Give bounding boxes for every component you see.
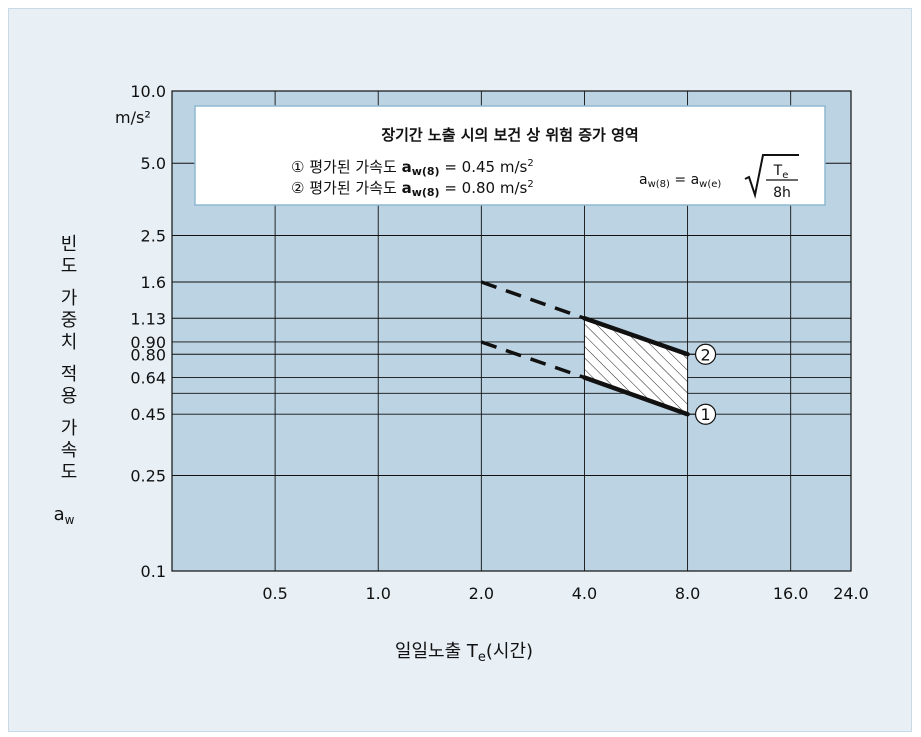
series-1-dashed-line	[480, 340, 586, 380]
grid-lines	[172, 91, 851, 571]
y-axis-label-char: 적	[61, 364, 78, 385]
legend: 장기간 노출 시의 보건 상 위험 증가 영역 ① 평가된 가속도 aw(8) …	[194, 105, 826, 206]
y-axis-label-char: 중	[61, 310, 78, 331]
y-axis-label-char: 도	[61, 256, 78, 277]
y-tick-label: 0.64	[130, 369, 166, 388]
x-tick-label: 4.0	[572, 584, 597, 603]
y-tick-label: 0.1	[141, 562, 166, 581]
y-tick-label: 0.90	[130, 333, 166, 352]
legend-entry-2: ② 평가된 가속도 aw(8) = 0.80 m/s2	[291, 179, 534, 199]
series-2-solid-line	[582, 316, 690, 357]
series-1-solid-line	[582, 375, 690, 417]
y-axis-label-char: 가	[61, 418, 78, 439]
y-axis-label-char: 도	[61, 462, 78, 483]
series-2-label: 2	[700, 345, 710, 364]
x-tick-label: 2.0	[469, 584, 494, 603]
formula-denominator: 8h	[773, 185, 791, 201]
hatched-region	[584, 318, 688, 415]
series-1-label: 1	[700, 405, 710, 424]
x-tick-label: 0.5	[262, 584, 287, 603]
series-1-marker-circle	[694, 403, 717, 425]
y-axis-label-char: 치	[61, 332, 78, 353]
y-tick-label: 0.45	[130, 405, 166, 424]
x-tick-label: 1.0	[366, 584, 391, 603]
x-tick-label: 8.0	[675, 584, 700, 603]
legend-title: 장기간 노출 시의 보건 상 위험 증가 영역	[381, 126, 638, 144]
x-tick-labels: 0.5 1.0 2.0 4.0 8.0 16.0 24.0	[262, 584, 868, 603]
formula-numerator: Te	[773, 163, 789, 181]
legend-box	[194, 105, 826, 206]
y-tick-labels: 0.1 0.25 0.45 0.64 0.800.90 1.13 1.6 2.5 5.0 10.0	[130, 82, 166, 581]
series-lines: 12	[480, 280, 717, 425]
y-tick-label: 10.0	[130, 82, 166, 101]
formula-lhs: aw(8) = aw(e)	[639, 172, 721, 190]
series-2-dashed-line	[480, 280, 586, 320]
y-axis-label-char: 용	[61, 386, 78, 407]
y-tick-label: 5.0	[141, 154, 166, 173]
y-unit-label: m/s²	[115, 108, 151, 127]
x-tick-label: 16.0	[773, 584, 809, 603]
y-tick-label: 1.6	[141, 273, 166, 292]
y-axis-label-char: 가	[61, 288, 78, 309]
y-axis-label-char: 빈	[61, 234, 78, 255]
x-axis-label: 일일노출 Te(시간)	[395, 641, 533, 665]
y-tick-label: 2.5	[141, 226, 166, 245]
x-tick-label: 24.0	[833, 584, 869, 603]
y-tick-label: 1.13	[130, 309, 166, 328]
y-tick-label: 0.25	[130, 466, 166, 485]
legend-entry-1: ① 평가된 가속도 aw(8) = 0.45 m/s2	[291, 158, 534, 178]
y-axis-label-char: 속	[61, 440, 78, 461]
y-tick-label: 0.80	[130, 345, 166, 364]
chart-svg: 12 0.5 1.0 2.0 4.0 8.0 16.0 24.0 0.10.250.450.…	[54, 82, 869, 665]
sqrt-icon	[744, 154, 799, 199]
series-2-marker-circle	[694, 343, 717, 365]
legend-formula: aw(8) = aw(e) Te 8h	[639, 154, 799, 201]
y-axis-label-symbol: aw	[54, 504, 75, 527]
